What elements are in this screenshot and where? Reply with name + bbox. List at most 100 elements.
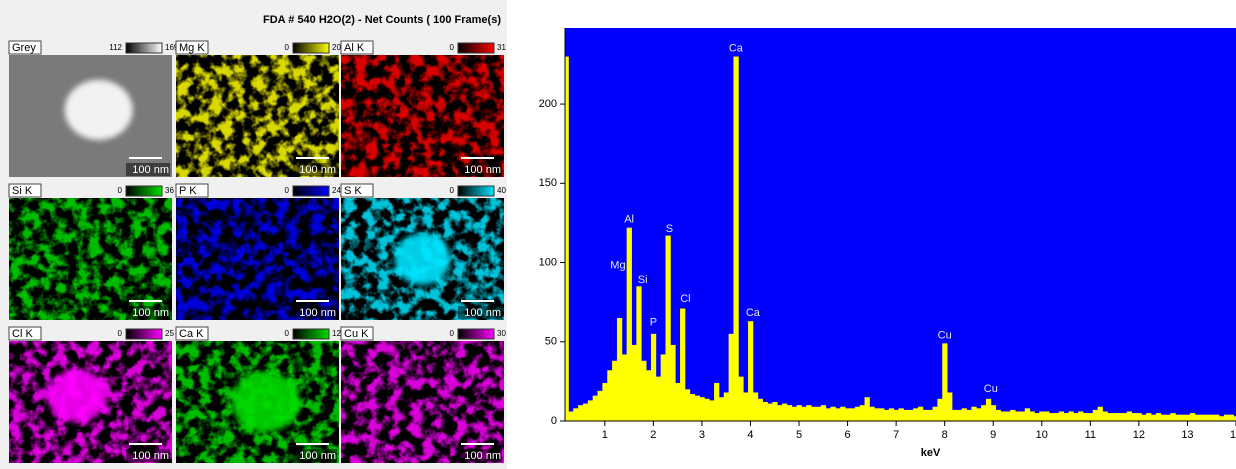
map-label: S K [344,185,362,197]
spectrum-bar [1194,414,1200,421]
map-colorbar [292,42,330,54]
spectrum-bar [714,382,720,421]
spectrum-bar [1097,406,1103,421]
spectrum-bar [1078,411,1084,421]
spectrum-bar [840,406,846,421]
map-particle [231,372,300,432]
spectrum-bar [1189,413,1196,421]
spectrum-bar [1000,411,1006,421]
spectrum-bar [1223,414,1230,421]
map-noise [341,341,504,463]
spectrum-bar [709,400,715,421]
spectrum-bar [748,321,754,421]
spectrum-bar [961,408,967,421]
map-colorbar [457,185,495,197]
scale-label: 100 nm [464,164,501,176]
spectrum-bar [665,235,671,421]
x-tick-label: 2 [650,429,656,441]
scale-bg [293,306,337,319]
spectrum-bar [947,392,953,421]
spectrum-bar [1131,413,1137,421]
map-particle [64,79,133,140]
map-max: 40 [497,186,506,195]
spectrum-bar [796,405,802,421]
scale-bg [126,163,170,176]
scale-bg [458,449,502,462]
spectrum-bar [641,360,647,421]
spectrum-bar [1049,413,1055,421]
map-colorbar [125,328,163,340]
peak-label: Al [624,214,634,226]
spectrum-bar [660,354,666,421]
map-colorbar [457,42,495,54]
spectrum-bar [568,411,574,421]
map-min: 112 [109,43,122,52]
x-tick-label: 14 [1230,429,1236,441]
spectrum-bar [1019,411,1026,421]
spectrum-bar [850,408,856,421]
map-label: Grey [12,42,36,54]
scale-label: 100 nm [464,450,501,462]
spectrum-bar [811,406,817,421]
spectrum-bar [636,286,642,421]
map-label-box [8,40,42,55]
spectrum-bar [1214,414,1220,421]
spectrum-bar [1073,413,1079,421]
maps-title: FDA # 540 H2O(2) - Net Counts ( 100 Fram… [263,14,501,26]
spectrum-bar [874,408,880,421]
map-min: 0 [450,43,455,52]
spectrum-bar [864,397,870,421]
map-label: Al K [344,42,365,54]
spectrum-bar [626,227,632,421]
scale-label: 100 nm [299,307,336,319]
map-label: Ca K [179,328,204,340]
spectrum-bar [1015,411,1021,421]
spectrum-bar [704,398,710,421]
y-tick-label: 100 [539,256,557,268]
spectrum-bar [908,409,914,421]
spectrum-bar [772,401,778,421]
spectrum-bar [859,405,865,421]
spectrum-bar [646,370,652,421]
spectrum-bar [913,408,919,421]
map-label-box [8,326,42,341]
spectrum-bar [845,408,851,421]
map-label: Cl K [12,328,33,340]
scale-label: 100 nm [132,307,169,319]
map-label-box [175,183,209,198]
map-max: 31 [497,43,506,52]
map-label: Mg K [179,42,205,54]
spectrum-bar [1204,414,1210,421]
peak-label: Ca [746,307,761,319]
spectrum-bar [791,406,797,421]
map-label-box [175,40,209,55]
spectrum-bar [587,400,594,421]
y-tick-label: 150 [539,177,557,189]
spectrum-bar [762,401,768,421]
x-tick-label: 13 [1181,429,1193,441]
spectrum-bar [903,409,909,421]
y-tick-label: 0 [551,415,557,427]
spectrum-bar [879,408,885,421]
spectrum-bar [1228,414,1234,421]
map-label-box [340,326,374,341]
spectrum-bar [966,409,972,421]
spectrum-bar [786,405,793,421]
map-min: 0 [285,329,290,338]
map-label: Cu K [344,328,369,340]
spectrum-bar [1107,413,1113,421]
spectrum-bar [854,406,861,421]
map-min: 0 [118,329,123,338]
spectrum-bar [723,392,730,421]
spectrum-bar [582,403,589,421]
spectrum-bar [607,370,613,421]
spectrum-bar [985,398,992,421]
spectrum-bar [942,343,948,421]
spectrum-bar [1010,409,1016,421]
spectrum-bar [1126,411,1133,421]
spectrum-bar [976,408,982,421]
x-tick-label: 6 [845,429,851,441]
spectrum-bar [1044,411,1050,421]
spectrum-bar [932,406,938,421]
x-tick-label: 3 [699,429,705,441]
